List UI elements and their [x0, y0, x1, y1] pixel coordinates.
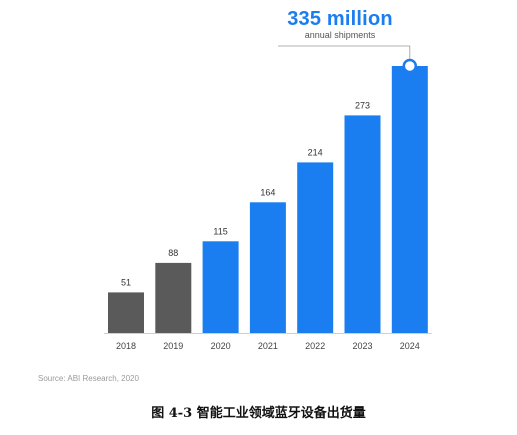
figure-caption: 图 4-3 智能工业领域蓝牙设备出货量 — [151, 406, 366, 421]
bars-layer — [108, 66, 428, 334]
peak-marker-dot — [402, 58, 418, 74]
bar-2019 — [155, 262, 192, 333]
bar-2022 — [297, 162, 334, 333]
bar-2020 — [202, 241, 239, 333]
data-label-2018: 51 — [121, 277, 131, 287]
x-tick-label-2024: 2024 — [400, 341, 420, 351]
data-label-2019: 88 — [168, 248, 178, 258]
bar-2024 — [391, 66, 428, 333]
bar-2021 — [249, 202, 286, 333]
headline-subtitle: annual shipments — [304, 30, 376, 40]
x-tick-label-2020: 2020 — [211, 341, 231, 351]
data-label-2022: 214 — [308, 147, 323, 157]
data-label-2021: 164 — [260, 187, 275, 197]
callout-leader-line — [278, 45, 411, 60]
x-tick-label-2023: 2023 — [352, 341, 372, 351]
source-note: Source: ABI Research, 2020 — [38, 374, 139, 383]
headline-callout-text: 335 million annual shipments — [280, 8, 400, 41]
data-label-2023: 273 — [355, 100, 370, 110]
x-tick-label-2018: 2018 — [116, 341, 136, 351]
x-tick-labels-layer: 2018 2019 2020 2021 2022 2023 2024 — [116, 341, 420, 351]
bar-2023 — [344, 115, 381, 334]
x-tick-label-2022: 2022 — [305, 341, 325, 351]
headline-callout — [278, 45, 418, 74]
x-tick-label-2021: 2021 — [258, 341, 278, 351]
x-tick-label-2019: 2019 — [163, 341, 183, 351]
data-labels-layer: 51 88 115 164 214 273 — [121, 100, 370, 287]
headline-value: 335 million — [287, 8, 393, 30]
bar-2018 — [108, 292, 144, 333]
data-label-2020: 115 — [213, 226, 227, 236]
